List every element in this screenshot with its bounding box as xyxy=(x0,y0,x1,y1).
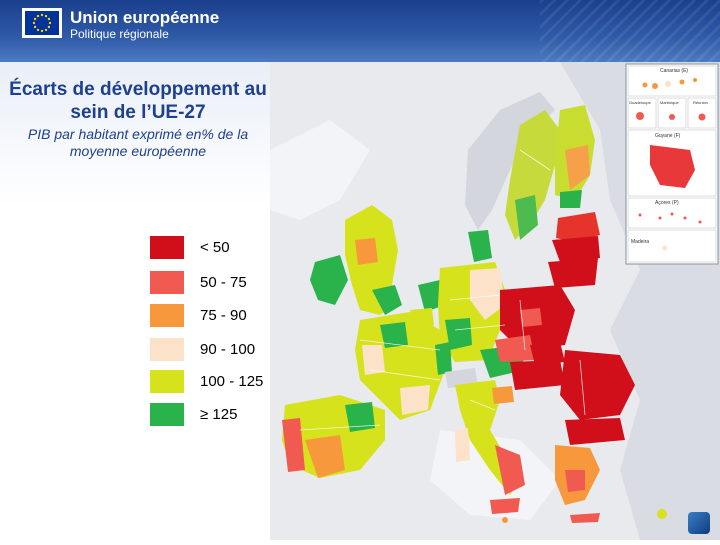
reunion-island xyxy=(698,113,706,121)
malta-region xyxy=(502,517,508,523)
eu-stars-icon xyxy=(32,13,52,33)
romania-region xyxy=(560,350,635,420)
martinique-island xyxy=(669,114,675,120)
legend-label: < 50 xyxy=(200,239,230,256)
cyprus-region xyxy=(657,509,667,519)
globe-icon xyxy=(688,512,710,534)
denmark-region xyxy=(468,230,492,262)
legend-swatch xyxy=(150,370,184,393)
slovakia-region xyxy=(530,342,565,365)
eu-logo xyxy=(22,8,62,38)
ireland-region xyxy=(310,255,348,305)
acores-islands xyxy=(638,212,702,224)
legend-label: 90 - 100 xyxy=(200,341,256,358)
slide-title: Écarts de développement au sein de l’UE-… xyxy=(9,79,267,123)
legend-swatch xyxy=(150,236,184,259)
slovenia-region xyxy=(492,386,514,404)
crete-region xyxy=(570,513,600,523)
madeira-island xyxy=(662,245,668,251)
andalucia-region xyxy=(305,435,345,478)
brand-name: Union européenne xyxy=(70,8,220,27)
paris-region xyxy=(380,322,408,348)
hungary-region xyxy=(510,360,565,390)
sicily-region xyxy=(490,498,520,514)
legend-label: ≥ 125 xyxy=(200,406,238,423)
canarias-islands xyxy=(642,78,697,89)
header-pattern xyxy=(540,0,720,62)
bulgaria-region xyxy=(565,418,625,445)
legend-swatch xyxy=(150,403,184,426)
sardinia-region xyxy=(455,428,470,462)
legend-item-lt50: < 50 xyxy=(150,236,290,260)
header-banner: Union européenne Politique régionale xyxy=(0,0,720,62)
legend-label: 75 - 90 xyxy=(200,307,247,324)
inset-martinique-label: Martinique xyxy=(660,100,679,105)
inset-martinique xyxy=(657,97,687,129)
germany-south-region xyxy=(445,318,472,350)
inset-guadeloupe-label: Guadeloupe xyxy=(629,100,652,105)
germany-east-region xyxy=(470,268,505,320)
department-name: Politique régionale xyxy=(70,27,169,41)
legend-item-90-100: 90 - 100 xyxy=(150,338,290,362)
catalonia-region xyxy=(345,402,375,432)
uk-north-region xyxy=(355,238,378,265)
helsinki-region xyxy=(560,190,582,208)
legend-item-gte125: ≥ 125 xyxy=(150,403,290,427)
inset-madeira-label: Madeira xyxy=(631,239,649,245)
eu-regions-map: Canarias (E) Guadeloupe Martinique Réuni… xyxy=(270,62,720,540)
inset-canarias xyxy=(627,65,717,97)
region-boundaries xyxy=(299,149,586,431)
legend-item-75-90: 75 - 90 xyxy=(150,304,290,328)
inset-madeira xyxy=(627,229,717,263)
legend-label: 50 - 75 xyxy=(200,274,247,291)
legend-swatch xyxy=(150,338,184,361)
switzerland-region xyxy=(445,368,478,388)
latvia-region xyxy=(552,236,600,262)
france-south-region xyxy=(400,385,430,415)
italy-south-region xyxy=(495,445,525,495)
estonia-region xyxy=(556,212,600,242)
inset-reunion xyxy=(687,97,717,129)
legend-swatch xyxy=(150,304,184,327)
stockholm-region xyxy=(515,195,538,240)
guadeloupe-island xyxy=(636,112,644,120)
guyane-region xyxy=(650,145,695,188)
legend-item-100-125: 100 - 125 xyxy=(150,370,290,394)
alsace-region xyxy=(435,342,452,375)
sea-north-atlantic xyxy=(270,120,370,220)
inset-reunion-label: Réunion xyxy=(693,100,708,105)
portugal-region xyxy=(282,418,305,472)
legend-item-50-75: 50 - 75 xyxy=(150,271,290,295)
slide-subtitle: PIB par habitant exprimé en% de la moyen… xyxy=(27,126,249,159)
inset-canarias-label: Canarias (E) xyxy=(660,68,688,74)
left-panel-background xyxy=(0,62,280,540)
eu-map: Canarias (E) Guadeloupe Martinique Réuni… xyxy=(270,62,720,540)
france-west-region xyxy=(362,345,385,375)
london-region xyxy=(372,285,402,315)
legend-label: 100 - 125 xyxy=(200,373,264,390)
inset-guyane-label: Guyane (F) xyxy=(655,133,681,139)
eu-flag-icon xyxy=(25,11,59,35)
lithuania-region xyxy=(548,258,598,288)
greece-central-region xyxy=(565,470,585,492)
legend-swatch xyxy=(150,271,184,294)
warsaw-region xyxy=(520,308,542,327)
czechia-region xyxy=(495,335,535,362)
finland-east-region xyxy=(565,145,590,190)
inset-acores-label: Açores (P) xyxy=(655,200,679,206)
